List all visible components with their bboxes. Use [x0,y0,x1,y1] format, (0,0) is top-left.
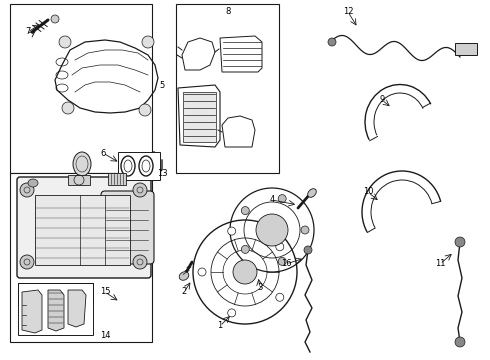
Text: 5: 5 [159,81,165,90]
Text: 10: 10 [363,188,373,197]
Circle shape [278,257,286,265]
Text: 8: 8 [225,8,231,17]
Text: 16: 16 [281,260,292,269]
Bar [108,173,126,185]
Circle shape [455,337,465,347]
Bar [176,4,279,173]
FancyBboxPatch shape [17,177,151,278]
Circle shape [142,36,154,48]
Bar [35,195,130,265]
Ellipse shape [179,272,189,280]
Ellipse shape [73,152,91,176]
Bar [18,283,93,335]
Polygon shape [68,290,86,327]
Circle shape [276,243,284,251]
Circle shape [301,226,309,234]
Polygon shape [48,290,64,331]
Circle shape [139,104,151,116]
Circle shape [133,183,147,197]
Bar [118,152,160,180]
Text: 6: 6 [100,148,106,158]
Circle shape [20,255,34,269]
Text: 1: 1 [218,321,222,330]
Ellipse shape [308,189,317,197]
Text: 14: 14 [100,332,110,341]
Circle shape [455,237,465,247]
Bar [10,4,152,173]
Circle shape [241,246,249,253]
Text: 15: 15 [100,288,110,297]
Circle shape [233,260,257,284]
Text: 11: 11 [435,260,445,269]
Text: 9: 9 [379,95,385,104]
Bar [455,43,477,55]
Text: 13: 13 [157,170,167,179]
Circle shape [328,38,336,46]
Circle shape [256,214,288,246]
Circle shape [20,183,34,197]
Circle shape [51,15,59,23]
Bar [10,173,152,342]
Text: 3: 3 [257,284,263,292]
Bar [68,175,90,185]
Circle shape [59,36,71,48]
Circle shape [276,293,284,301]
Polygon shape [22,290,42,333]
Circle shape [198,268,206,276]
Circle shape [241,207,249,215]
Text: 7: 7 [25,27,31,36]
Circle shape [228,309,236,317]
Circle shape [228,227,236,235]
Circle shape [278,195,286,203]
Circle shape [304,246,312,254]
Text: 12: 12 [343,8,353,17]
Text: 2: 2 [181,288,187,297]
Circle shape [133,255,147,269]
Ellipse shape [28,179,38,187]
FancyBboxPatch shape [101,191,154,264]
Text: 4: 4 [270,195,274,204]
Circle shape [62,102,74,114]
Bar [183,92,216,142]
